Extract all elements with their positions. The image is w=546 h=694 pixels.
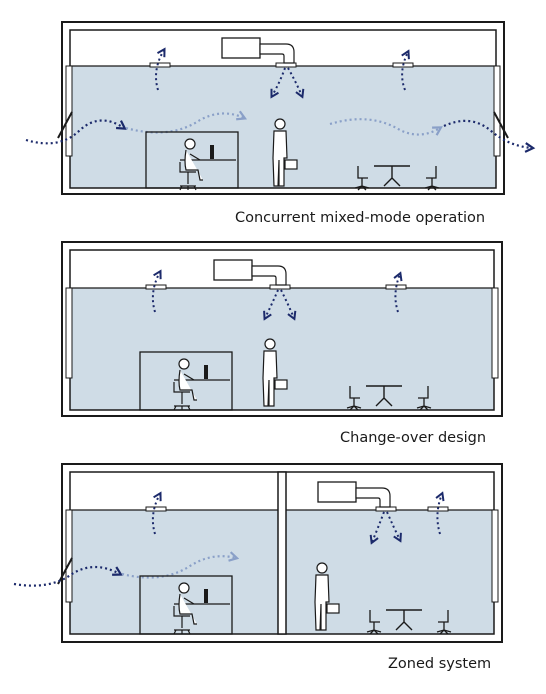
open-sash-left: [57, 111, 73, 139]
supply-arrow: [386, 511, 402, 543]
plenum-arrow: [151, 269, 162, 313]
window-left: [65, 287, 73, 379]
caption-concurrent: Concurrent mixed-mode operation: [235, 210, 485, 226]
supply-diffuser: [145, 506, 167, 512]
supply-diffuser: [145, 284, 167, 290]
plenum-arrow: [151, 491, 162, 535]
plenum-arrow: [155, 47, 166, 91]
natural-airflow: [329, 118, 443, 136]
open-sash-left: [57, 557, 73, 585]
window-right: [493, 65, 501, 157]
supply-arrow: [263, 289, 279, 321]
monitor: [204, 365, 208, 379]
open-sash-right: [493, 111, 509, 139]
natural-airflow: [25, 119, 127, 145]
supply-arrow: [287, 67, 305, 99]
supply-arrow: [369, 511, 385, 545]
caption-changeover: Change-over design: [340, 430, 486, 446]
cubicle: [139, 351, 233, 411]
air-handling-unit: [221, 37, 261, 59]
cubicle: [139, 575, 233, 635]
air-handling-unit: [317, 481, 357, 503]
cubicle: [145, 131, 239, 189]
supply-diffuser: [149, 62, 171, 68]
supply-arrow: [270, 67, 286, 99]
building-section: [61, 21, 505, 195]
natural-airflow: [13, 565, 123, 587]
window-right: [491, 287, 499, 379]
duct: [251, 265, 287, 286]
room-air: [70, 288, 494, 410]
plenum-arrow: [401, 49, 410, 91]
natural-airflow: [443, 119, 536, 153]
panel-zoned: [13, 463, 503, 643]
plenum-arrow: [393, 271, 403, 313]
caption-zoned: Zoned system: [388, 656, 491, 672]
building-section: [61, 463, 503, 643]
window-left: [65, 65, 73, 157]
plenum-arrow: [435, 491, 445, 535]
window-right: [491, 509, 499, 603]
panel-changeover: [61, 241, 503, 417]
natural-airflow: [121, 551, 240, 579]
window-left: [65, 509, 73, 603]
duct: [355, 487, 391, 508]
building-section: [61, 241, 503, 417]
natural-airflow: [125, 110, 248, 134]
air-handling-unit: [213, 259, 253, 281]
monitor: [210, 145, 214, 159]
monitor: [204, 589, 208, 603]
supply-arrow: [280, 289, 297, 321]
partition-wall: [277, 471, 287, 635]
panel-concurrent: [25, 21, 536, 195]
duct: [259, 43, 295, 64]
